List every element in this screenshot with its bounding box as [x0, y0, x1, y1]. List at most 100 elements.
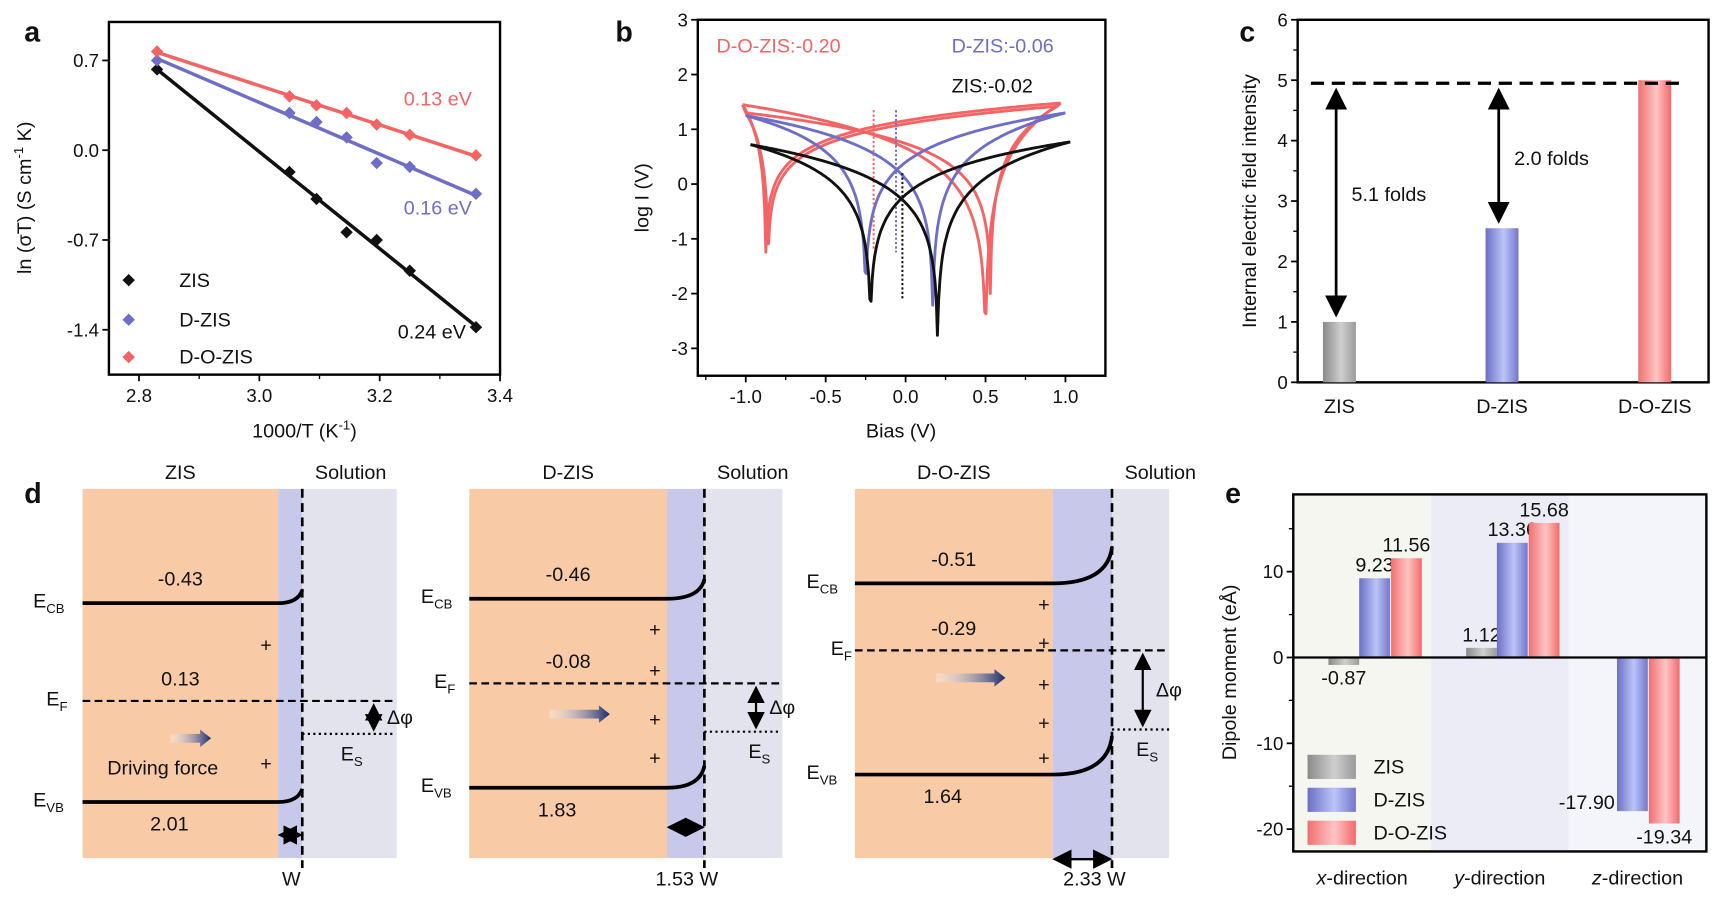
activation-energy-label: 0.13 eV: [404, 88, 473, 110]
iv-curve-d-zis: [745, 111, 1066, 275]
y-tick-label: -20: [1256, 819, 1283, 840]
x-category-label: ZIS: [1324, 396, 1355, 418]
ef-potential: 0.13: [161, 669, 199, 691]
data-point-d-zis: [370, 156, 383, 170]
data-point-d-o-zis: [340, 106, 353, 120]
x-tick-label: 2.8: [126, 385, 152, 406]
y-tick-label: 0.0: [73, 140, 99, 161]
y-tick-label: 2: [678, 64, 688, 85]
y-axis-label: Dipole moment (eÅ): [1218, 584, 1241, 760]
solution-region: [1111, 488, 1170, 859]
iv-curve-zis: [750, 140, 1071, 337]
x-tick-label: 3.4: [487, 385, 513, 406]
panel-label-b: b: [615, 17, 632, 49]
bar-zis: [1328, 657, 1360, 665]
bar-d-o-zis: [1638, 80, 1672, 383]
value-label: -0.87: [1321, 668, 1366, 690]
conduction-band: [469, 578, 707, 601]
iv-curve-d-zis: [745, 111, 1066, 307]
panel-label-e: e: [1225, 478, 1241, 510]
x-tick-label: 0.0: [893, 386, 919, 407]
y-tick-label: -0.7: [67, 230, 99, 251]
value-label: -19.34: [1636, 826, 1692, 848]
x-category-label: D-ZIS: [1476, 396, 1528, 418]
y-axis-label: ln (σT) (S cm-1 K): [11, 122, 36, 274]
solution-label: Solution: [717, 462, 788, 484]
panel-e-dipole-moment: Dipole moment (eÅ) 10 0 -10 -20 -0.87 1.12 ZIS…: [1218, 493, 1708, 889]
legend-label: D-ZIS: [1373, 789, 1425, 811]
conduction-band: [82, 589, 305, 606]
value-label: 11.56: [1382, 535, 1430, 557]
valence-band: [469, 765, 707, 790]
legend-marker-d-zis: [122, 313, 135, 326]
data-point-zis: [403, 264, 416, 277]
positive-charge: +: [649, 748, 661, 770]
diagram-title: D-ZIS: [542, 462, 594, 484]
energy-level-label: EVB: [421, 775, 452, 800]
x-category-label: y-direction: [1452, 867, 1545, 889]
positive-charge: +: [1038, 674, 1050, 696]
space-charge-region: [667, 488, 705, 859]
positive-charge: +: [1038, 748, 1050, 770]
y-tick-label: 4: [1277, 130, 1287, 151]
legend-label: D-O-ZIS: [179, 347, 253, 369]
legend-label: ZIS: [1373, 756, 1404, 778]
loop-connector: [1056, 102, 1062, 108]
y-tick-label: 5: [1277, 70, 1287, 91]
bar-d-o-zis: [1391, 558, 1422, 658]
vb-potential: 1.64: [924, 786, 962, 808]
driving-force-arrow: [549, 705, 610, 723]
panel-label-a: a: [24, 17, 41, 49]
driving-force-arrow: [936, 669, 1006, 687]
plot-frame: [696, 18, 1107, 377]
loop-connector: [741, 104, 748, 114]
energy-level-label: ES: [748, 741, 770, 766]
value-label: 15.68: [1519, 499, 1568, 521]
delta-phi-label: Δφ: [769, 697, 795, 719]
legend-swatch-d-o-zis: [1307, 820, 1356, 845]
ef-potential: -0.08: [546, 651, 591, 673]
y-tick-label: -3: [671, 338, 688, 359]
x-tick-label: 3.2: [367, 385, 393, 406]
data-point-d-zis: [403, 160, 416, 174]
energy-level-label: ECB: [33, 591, 65, 616]
value-label: -17.90: [1559, 792, 1615, 814]
value-label: 9.23: [1355, 555, 1393, 577]
legend-label: D-O-ZIS: [1373, 822, 1447, 844]
bar-d-o-zis: [1648, 657, 1680, 824]
iv-curve-d-o-zis: [742, 101, 1062, 316]
potential-annotation: D-ZIS:-0.06: [952, 36, 1054, 58]
panel-label-d: d: [24, 478, 41, 510]
positive-charge: +: [649, 619, 661, 641]
iv-curve-zis: [750, 140, 1071, 303]
data-point-zis: [310, 192, 323, 206]
space-charge-region: [1052, 488, 1112, 859]
energy-level-label: EF: [434, 671, 455, 696]
data-point-zis: [283, 165, 296, 179]
positive-charge: +: [649, 709, 661, 731]
positive-charge: +: [1038, 594, 1050, 616]
diagram-title: D-O-ZIS: [917, 462, 991, 484]
x-tick-label: -0.5: [810, 386, 842, 407]
legend-label: D-ZIS: [179, 309, 231, 331]
positive-charge: +: [260, 753, 272, 775]
depletion-width-label: W: [282, 869, 301, 891]
solution-label: Solution: [315, 462, 386, 484]
x-category-label: x-direction: [1316, 867, 1408, 889]
data-point-d-o-zis: [310, 99, 323, 112]
data-point-zis: [469, 320, 483, 334]
cb-potential: -0.43: [158, 569, 203, 591]
y-axis-label: log I (V): [631, 163, 653, 232]
y-tick-label: 1: [1277, 311, 1287, 332]
y-tick-label: 1: [678, 119, 688, 140]
solution-label: Solution: [1125, 462, 1196, 484]
driving-force-label: Driving force: [107, 758, 218, 780]
activation-energy-label: 0.24 eV: [398, 322, 467, 344]
panel-b-iv-curves: Bias (V) log I (V) -1.0 -0.5 0.0 0.5 1.0 3 2 1 0…: [631, 9, 1107, 442]
plot-frame: [107, 20, 502, 376]
iv-curve-d-o-zis: [741, 101, 1061, 254]
y-axis-label: Internal electric field intensity: [1239, 74, 1261, 328]
bar-d-zis: [1496, 542, 1528, 658]
valence-band: [82, 788, 305, 804]
